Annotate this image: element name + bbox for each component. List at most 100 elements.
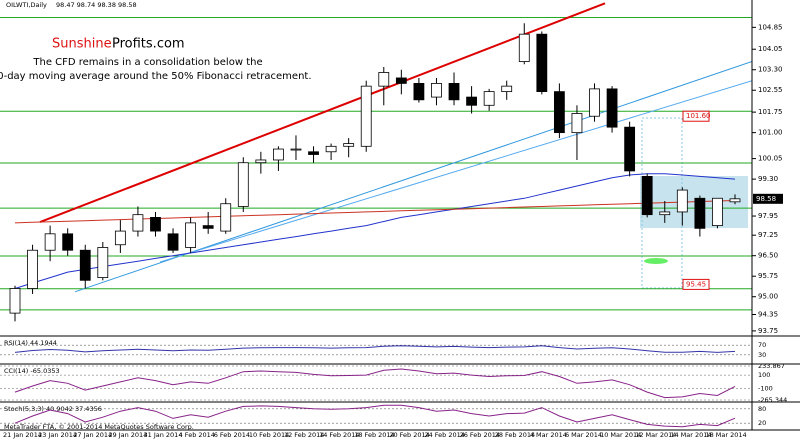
candle-body — [202, 225, 214, 229]
indicator-tick-label: 100 — [758, 371, 770, 379]
candle-body — [413, 83, 425, 101]
candle-body — [255, 159, 267, 164]
x-tick-label: 14 Mar 2014 — [670, 431, 711, 439]
candle-body — [571, 113, 583, 134]
candle-body — [62, 233, 74, 251]
indicator-tick-label: -265.344 — [758, 396, 787, 404]
moving-average — [14, 173, 736, 289]
y-tick-label: 97.25 — [758, 231, 778, 239]
candle-body — [553, 91, 565, 134]
candle-body — [518, 33, 530, 62]
candle-body — [44, 233, 56, 251]
candle-body — [237, 162, 249, 207]
x-tick-label: 10 Mar 2014 — [600, 431, 641, 439]
y-tick-label: 104.05 — [758, 45, 783, 53]
y-tick-label: 99.30 — [758, 175, 778, 183]
candle-body — [167, 233, 179, 251]
annotation-line: The CFD remains in a consolidation below… — [32, 57, 262, 68]
target-box — [682, 278, 710, 290]
target-marker — [644, 258, 668, 264]
x-tick-label: 29 Jan 2014 — [108, 431, 147, 439]
trend-line — [39, 2, 606, 223]
candle-body — [466, 96, 477, 106]
candle-body — [150, 217, 161, 232]
indicator-tick-label: 233.867 — [758, 362, 785, 370]
x-tick-label: 24 Feb 2014 — [424, 431, 464, 439]
candle-body — [290, 148, 302, 151]
indicator-tick-label: 20 — [758, 419, 766, 427]
y-tick-label: 101.75 — [758, 108, 783, 116]
candle-body — [536, 33, 548, 93]
x-tick-label: 31 Jan 2014 — [143, 431, 182, 439]
last-price-box — [753, 193, 783, 204]
y-tick-label: 95.75 — [758, 272, 778, 280]
indicator-tick-label: 70 — [758, 341, 766, 349]
indicator-line — [14, 368, 736, 399]
target-box — [682, 110, 710, 122]
candle-body — [395, 77, 407, 84]
y-tick-label: 104.85 — [758, 23, 783, 31]
candle-body — [624, 126, 636, 172]
y-tick-label: 93.75 — [758, 327, 778, 335]
x-tick-label: 26 Feb 2014 — [460, 431, 500, 439]
x-tick-label: 12 Feb 2014 — [284, 431, 324, 439]
x-tick-label: 18 Mar 2014 — [705, 431, 746, 439]
candle-body — [448, 83, 460, 101]
x-tick-label: 4 Mar 2014 — [530, 431, 567, 439]
candle-body — [378, 72, 390, 87]
footer: MetaTrader FTA, © 2001-2014 MetaQuotes S… — [4, 423, 194, 431]
candle-body — [431, 83, 442, 98]
candle-body — [9, 288, 21, 314]
candle-body — [606, 88, 618, 128]
indicator-label: RSI(14) 44.1944 — [4, 339, 57, 347]
candle-body — [114, 230, 126, 246]
y-tick-label: 95.00 — [758, 293, 778, 301]
indicator-line — [14, 345, 736, 353]
x-tick-label: 18 Feb 2014 — [354, 431, 394, 439]
y-tick-label: 100.05 — [758, 155, 783, 163]
candle-body — [589, 88, 600, 117]
candle-body — [659, 211, 671, 216]
candle-body — [308, 151, 319, 155]
target-label: 95.45 — [686, 280, 706, 288]
x-tick-label: 6 Mar 2014 — [565, 431, 602, 439]
candle-body — [132, 214, 144, 232]
candle-body — [712, 197, 723, 227]
candle-body — [185, 222, 197, 248]
indicator-tick-label: 80 — [758, 405, 766, 413]
y-tick-label: 94.35 — [758, 310, 778, 318]
x-tick-label: 27 Jan 2014 — [73, 431, 112, 439]
candle-body — [694, 197, 706, 229]
annotation-line: 200-day moving average around the 50% Fi… — [0, 71, 312, 82]
candle-body — [729, 198, 741, 203]
indicator-line — [14, 404, 736, 428]
candle-body — [676, 189, 688, 213]
candle-body — [483, 91, 495, 106]
candle-body — [79, 249, 91, 281]
target-label: 101.60 — [686, 112, 711, 120]
x-tick-label: 14 Feb 2014 — [319, 431, 359, 439]
y-tick-label: 102.55 — [758, 86, 783, 94]
trend-line — [159, 80, 752, 263]
candle-body — [360, 85, 372, 147]
x-tick-label: 20 Feb 2014 — [389, 431, 429, 439]
candle-body — [641, 175, 653, 216]
candle-body — [501, 85, 513, 93]
y-tick-label: 103.30 — [758, 66, 783, 74]
chart-title: OILWTI,Daily — [6, 1, 47, 9]
last-price-label: 98.58 — [756, 195, 776, 203]
candle-body — [27, 249, 38, 289]
candle-body — [343, 143, 355, 147]
y-tick-label: 97.95 — [758, 212, 778, 220]
x-tick-label: 23 Jan 2014 — [38, 431, 77, 439]
x-tick-label: 4 Feb 2014 — [179, 431, 215, 439]
indicator-tick-label: 30 — [758, 351, 766, 359]
brand-black: Profits.com — [112, 37, 185, 52]
indicator-label: CCI(14) -65.0353 — [4, 367, 60, 375]
y-tick-label: 96.50 — [758, 252, 778, 260]
indicator-tick-label: -100 — [758, 385, 773, 393]
plot-area — [0, 2, 752, 322]
x-tick-label: 12 Mar 2014 — [635, 431, 676, 439]
x-tick-label: 21 Jan 2014 — [3, 431, 42, 439]
